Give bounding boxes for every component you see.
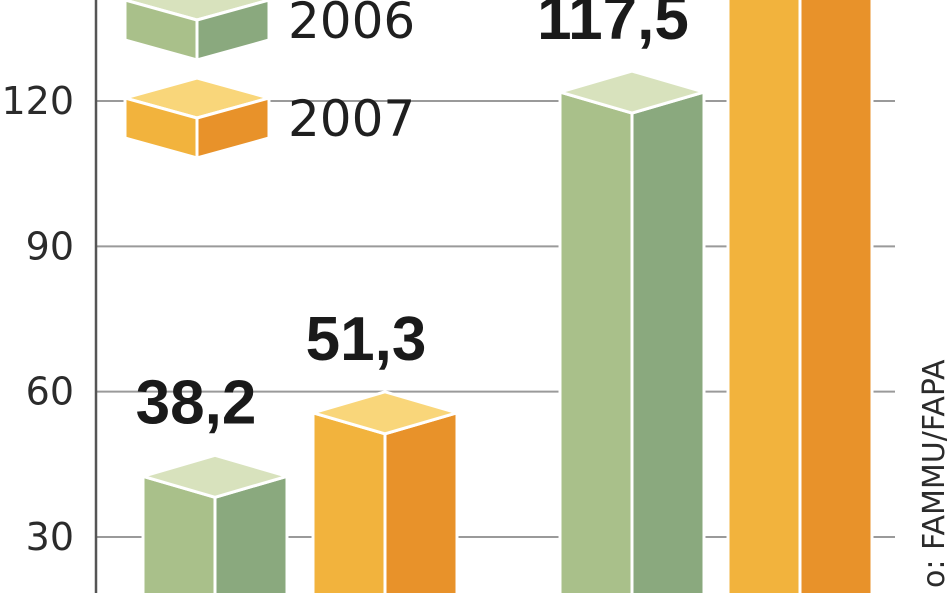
bars [141,0,874,593]
legend-label-2006: 2006 [288,0,415,50]
source-note: o: FAMMU/FAPA [917,359,948,588]
legend: 2006 2007 [119,0,415,160]
data-label-2007-0: 51,3 [306,305,427,374]
bar-2007-0-front-face [311,411,387,593]
bar-2006-1 [558,69,706,593]
bar-2006-1-top-face [558,69,706,115]
legend-swatch-side-2007 [195,96,271,160]
bar-2006-1-side-face [630,90,706,593]
y-tick-label-30: 30 [26,515,74,559]
data-labels: 38,2 117,5 51,3 [136,0,689,437]
y-tick-label-90: 90 [26,224,74,268]
data-label-2006-0: 38,2 [136,368,257,437]
bar-2007-0-side-face [383,411,459,593]
legend-item-2006: 2006 [119,0,415,62]
legend-swatch-side-2006 [195,0,271,62]
bar-2007-1 [726,0,874,593]
y-axis: 30 60 90 120 [1,0,98,593]
bar-2006-0-top-face [141,453,289,499]
bar-2007-0-top-face [311,390,459,436]
y-tick-label-60: 60 [26,370,74,414]
legend-item-2007: 2007 [119,76,415,160]
legend-label-2007: 2007 [288,90,415,148]
y-tick-label-120: 120 [1,79,74,123]
bar-2007-1-side-face [798,0,874,593]
bar-2007-1-front-face [726,0,802,593]
bar-2006-0 [141,453,289,593]
bar-2007-0 [311,390,459,593]
bar-2006-1-front-face [558,90,634,593]
data-label-2006-1: 117,5 [537,0,689,53]
